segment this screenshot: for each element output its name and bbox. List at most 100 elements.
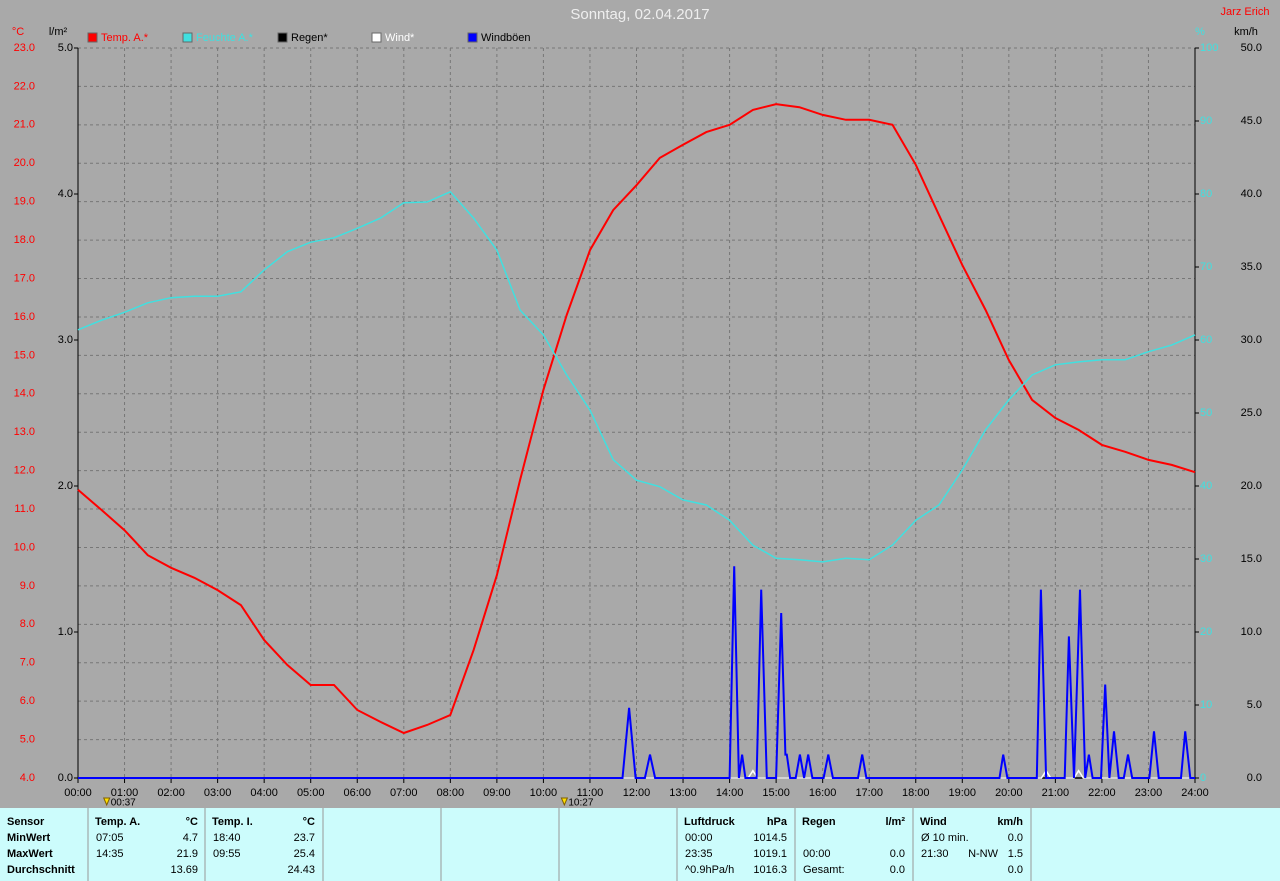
x-tick-label: 10:00 [530, 787, 558, 799]
x-tick-label: 22:00 [1088, 787, 1116, 799]
block-name: Temp. I. [212, 816, 253, 828]
y-tick-label: 14.0 [14, 388, 35, 400]
y-tick-label: 22.0 [14, 80, 35, 92]
cell-value: 24.43 [287, 864, 315, 876]
annotation-marker [560, 797, 569, 807]
y4-tick-label: 30.0 [1241, 334, 1262, 346]
y-tick-label: 16.0 [14, 311, 35, 323]
cell-time: ^0.9hPa/h [685, 864, 734, 876]
legend-swatch [371, 32, 382, 43]
y2-tick-label: 3.0 [58, 334, 73, 346]
y3-axis-label: % [1195, 26, 1205, 38]
block-unit: °C [303, 816, 315, 828]
x-tick-label: 16:00 [809, 787, 837, 799]
legend-label: Windböen [481, 32, 531, 44]
legend-swatch [182, 32, 193, 43]
x-tick-label: 11:00 [577, 787, 604, 799]
cell-value: 1019.1 [753, 848, 787, 860]
cell-value: 0.0 [890, 864, 905, 876]
y4-tick-label: 5.0 [1247, 699, 1262, 711]
y3-tick-label: 70 [1200, 261, 1212, 273]
legend-label: Temp. A.* [101, 32, 149, 44]
x-tick-label: 14:00 [716, 787, 744, 799]
y3-tick-label: 80 [1200, 188, 1212, 200]
cell-time: 21:30 [921, 848, 949, 860]
y-tick-label: 8.0 [20, 618, 35, 630]
legend-label: Feuchte A.* [196, 32, 254, 44]
y4-tick-label: 10.0 [1241, 626, 1262, 638]
y-tick-label: 18.0 [14, 234, 35, 246]
cell-value: 1016.3 [753, 864, 787, 876]
y3-tick-label: 20 [1200, 626, 1212, 638]
cell-value: 0.0 [1008, 832, 1023, 844]
x-tick-label: 20:00 [995, 787, 1023, 799]
y3-tick-label: 0 [1200, 772, 1206, 784]
legend-label: Regen* [291, 32, 328, 44]
y-tick-label: 21.0 [14, 119, 35, 131]
y3-tick-label: 30 [1200, 553, 1212, 565]
x-tick-label: 05:00 [297, 787, 325, 799]
x-tick-label: 24:00 [1181, 787, 1209, 799]
cell-value: 0.0 [1008, 864, 1023, 876]
x-tick-label: 17:00 [855, 787, 883, 799]
cell-time: 00:00 [685, 832, 713, 844]
author: Jarz Erich [1221, 6, 1270, 18]
y4-tick-label: 40.0 [1241, 188, 1262, 200]
y3-tick-label: 100 [1200, 42, 1218, 54]
row-label: Sensor [7, 816, 45, 828]
block-name: Regen [802, 816, 836, 828]
y2-axis-label: l/m² [49, 26, 68, 38]
y4-tick-label: 50.0 [1241, 42, 1262, 54]
block-unit: l/m² [885, 816, 905, 828]
y-tick-label: 20.0 [14, 157, 35, 169]
cell-value: 25.4 [294, 848, 315, 860]
cell-value: 0.0 [890, 848, 905, 860]
x-tick-label: 01:00 [111, 787, 139, 799]
cell-time: 14:35 [96, 848, 124, 860]
x-tick-label: 09:00 [483, 787, 511, 799]
cell-value: 4.7 [183, 832, 198, 844]
block-unit: km/h [997, 816, 1023, 828]
y4-tick-label: 35.0 [1241, 261, 1262, 273]
series-line [77, 190, 1196, 563]
y-tick-label: 23.0 [14, 42, 35, 54]
x-tick-label: 02:00 [157, 787, 185, 799]
row-label: MinWert [7, 832, 51, 844]
y-tick-label: 10.0 [14, 541, 35, 553]
cell-time: 07:05 [96, 832, 124, 844]
x-tick-label: 12:00 [623, 787, 651, 799]
y2-tick-label: 1.0 [58, 626, 73, 638]
x-tick-label: 15:00 [762, 787, 790, 799]
cell-time: 23:35 [685, 848, 713, 860]
y-tick-label: 19.0 [14, 196, 35, 208]
x-tick-label: 07:00 [390, 787, 418, 799]
x-tick-label: 00:00 [64, 787, 92, 799]
cell-mid: N-NW [968, 848, 999, 860]
series-line [78, 566, 1195, 779]
x-tick-label: 19:00 [949, 787, 977, 799]
chart-title: Sonntag, 02.04.2017 [570, 6, 709, 23]
cell-time: 18:40 [213, 832, 241, 844]
x-tick-label: 18:00 [902, 787, 930, 799]
cell-value: 1014.5 [753, 832, 787, 844]
block-name: Luftdruck [684, 816, 736, 828]
y4-tick-label: 45.0 [1241, 115, 1262, 127]
stats-separators [87, 808, 1032, 881]
x-tick-label: 03:00 [204, 787, 232, 799]
y4-tick-label: 20.0 [1241, 480, 1262, 492]
y4-tick-label: 25.0 [1241, 407, 1262, 419]
annotation-label: 10:27 [568, 798, 593, 809]
cell-time: 00:00 [803, 848, 831, 860]
y-tick-label: 9.0 [20, 580, 35, 592]
x-tick-label: 08:00 [437, 787, 465, 799]
y4-axis-label: km/h [1234, 26, 1258, 38]
y2-tick-label: 5.0 [58, 42, 73, 54]
cell-value: 21.9 [177, 848, 198, 860]
block-unit: °C [186, 816, 198, 828]
x-tick-label: 23:00 [1135, 787, 1163, 799]
cell-time: 09:55 [213, 848, 241, 860]
legend-swatch [277, 32, 288, 43]
cell-value: 23.7 [294, 832, 315, 844]
